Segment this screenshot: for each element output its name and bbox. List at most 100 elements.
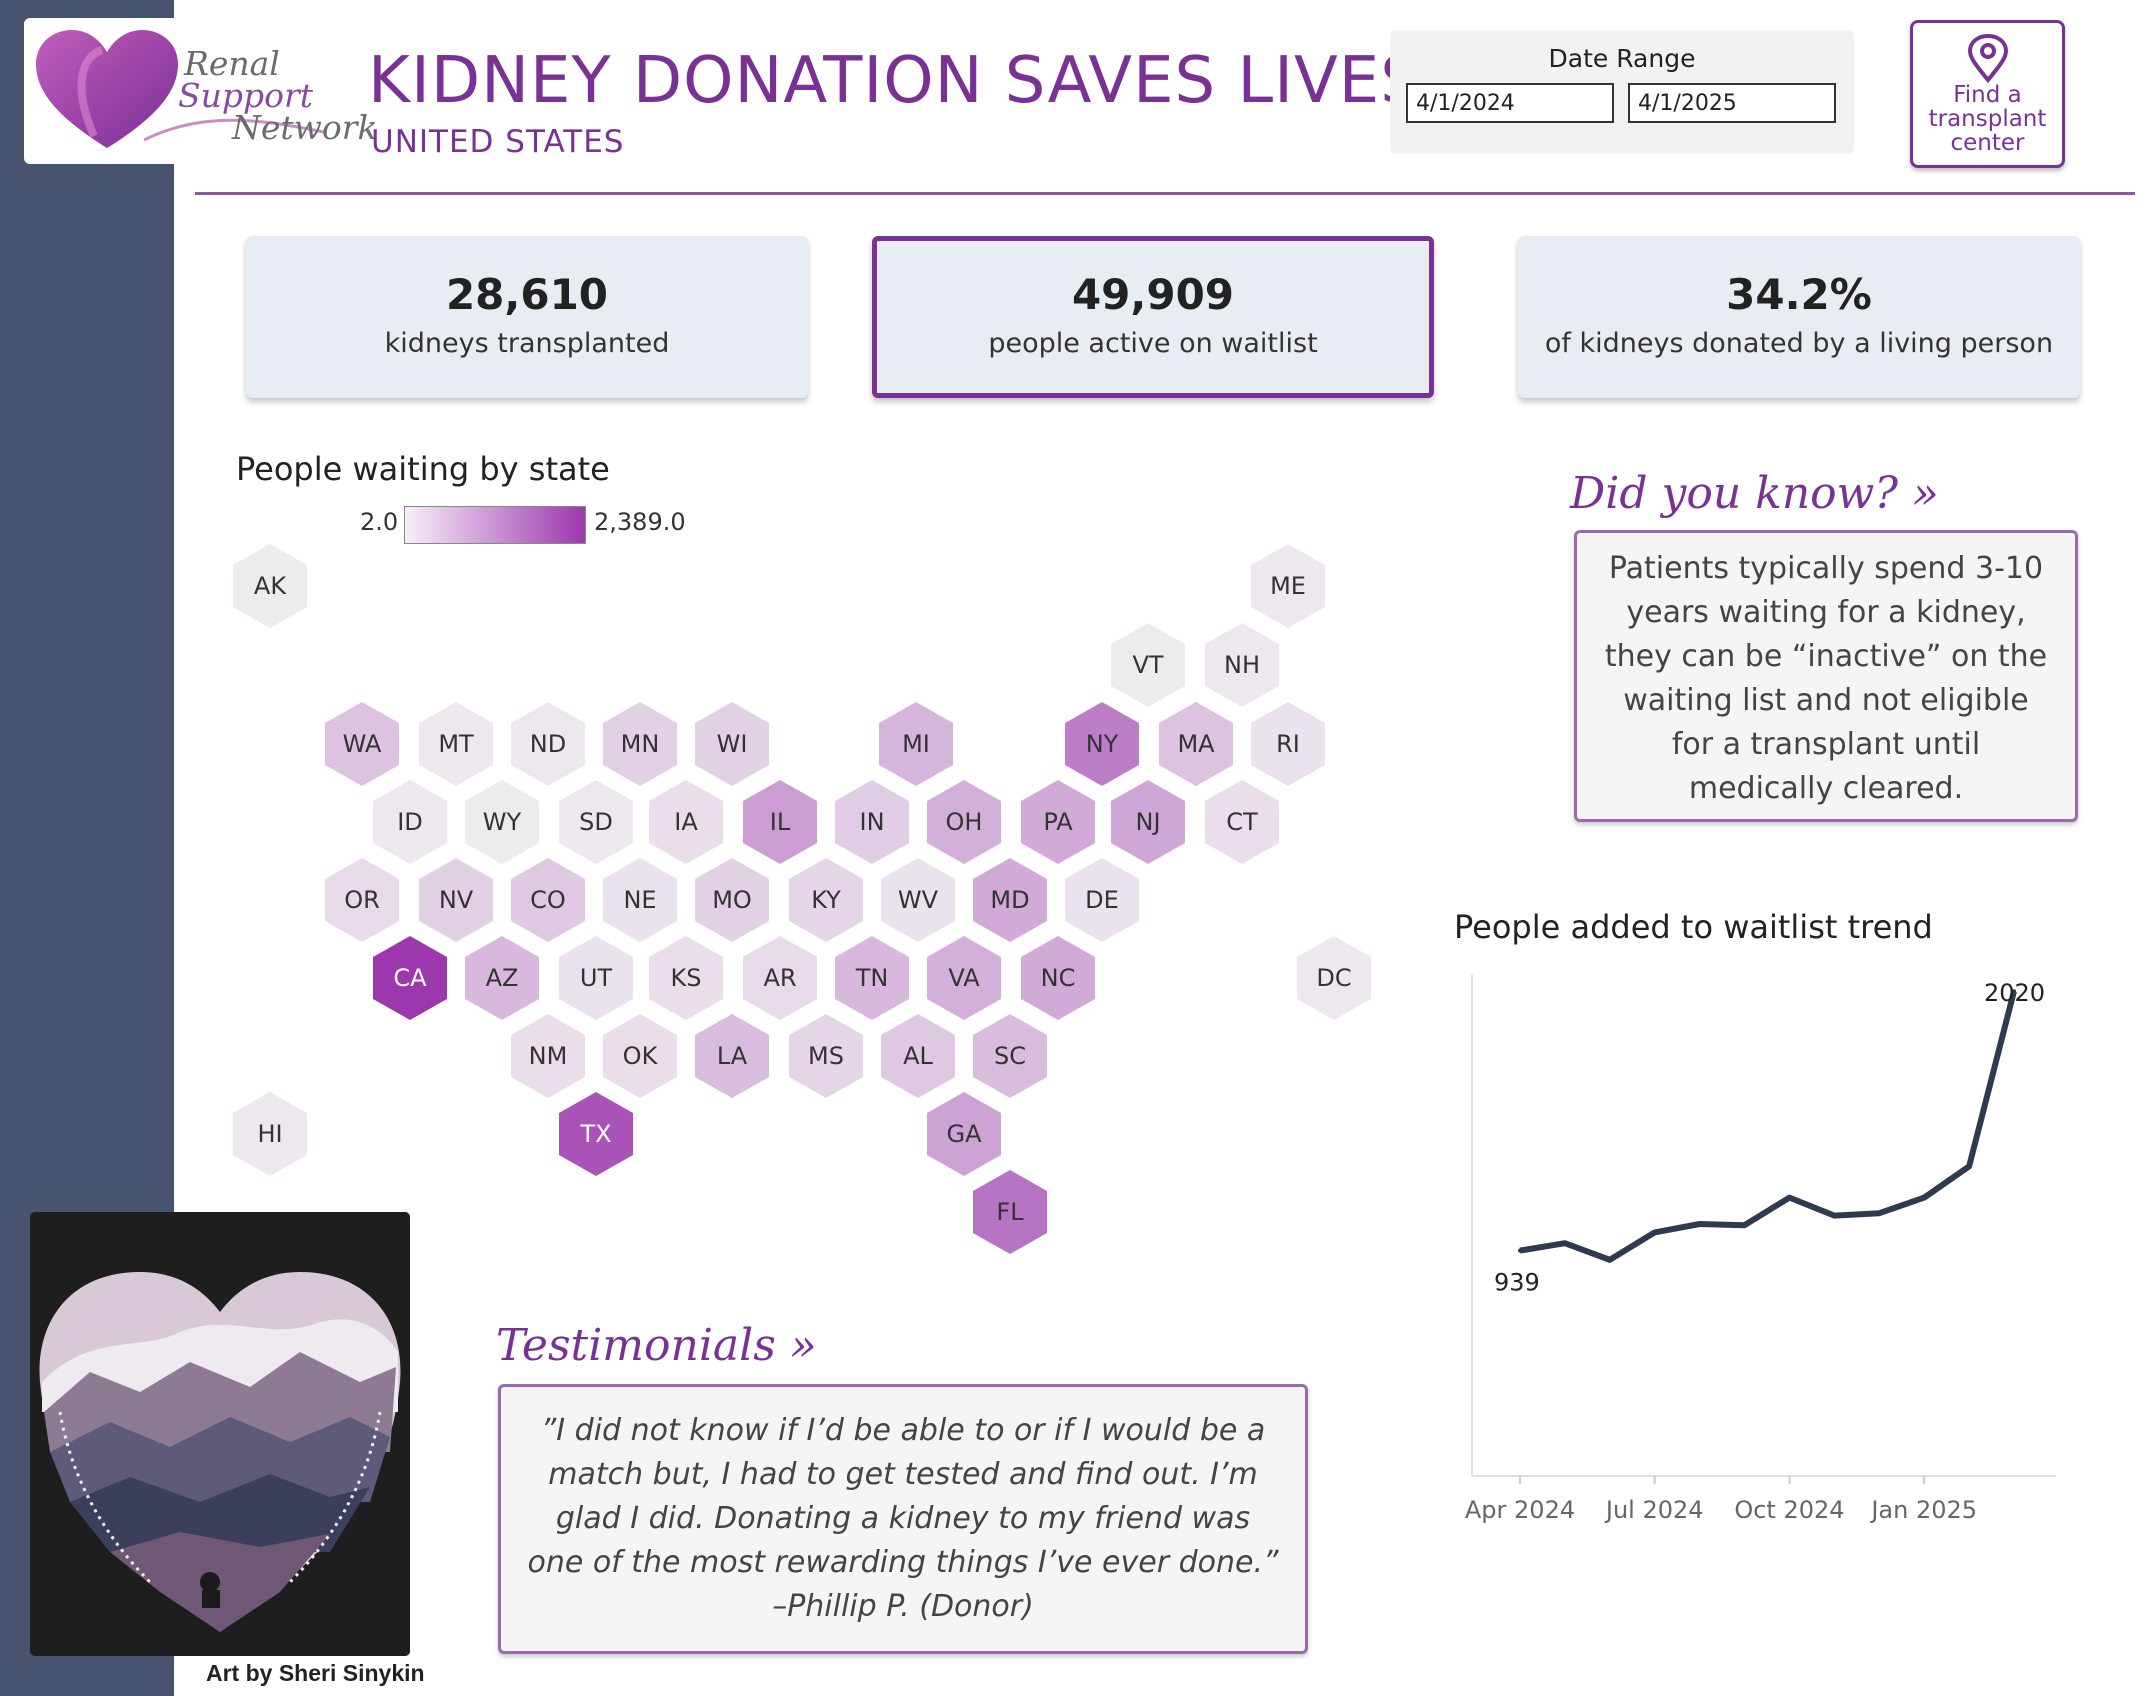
state-hex-ky[interactable]: KY <box>789 858 863 942</box>
kpi-value: 34.2% <box>1726 270 1872 319</box>
state-hex-nj[interactable]: NJ <box>1111 780 1185 864</box>
state-hex-ma[interactable]: MA <box>1159 702 1233 786</box>
legend-min-label: 2.0 <box>360 508 399 536</box>
state-hex-va[interactable]: VA <box>927 936 1001 1020</box>
kpi-label: kidneys transplanted <box>384 328 670 359</box>
state-hex-nd[interactable]: ND <box>511 702 585 786</box>
state-hex-ut[interactable]: UT <box>559 936 633 1020</box>
state-hex-ok[interactable]: OK <box>603 1014 677 1098</box>
data-point <box>1922 1195 1927 1200</box>
trend-chart: 939 2020 Apr 2024 Jul 2024 Oct 2024 Jan 2025 <box>1465 974 2056 1524</box>
state-hex-nc[interactable]: NC <box>1021 936 1095 1020</box>
kpi-living-donor-share[interactable]: 34.2% of kidneys donated by a living per… <box>1518 236 2080 398</box>
location-pin-icon <box>1967 33 2009 83</box>
state-hex-ak[interactable]: AK <box>233 544 307 628</box>
state-hex-ct[interactable]: CT <box>1205 780 1279 864</box>
x-tick-label: Jul 2024 <box>1604 1496 1704 1524</box>
state-hex-tn[interactable]: TN <box>835 936 909 1020</box>
kpi-kidneys-transplanted[interactable]: 28,610 kidneys transplanted <box>246 236 808 398</box>
state-hex-de[interactable]: DE <box>1065 858 1139 942</box>
data-point <box>1832 1213 1837 1218</box>
state-hex-nm[interactable]: NM <box>511 1014 585 1098</box>
state-hex-ks[interactable]: KS <box>649 936 723 1020</box>
did-you-know-heading: Did you know? » <box>1570 468 1939 519</box>
color-legend-bar <box>404 506 586 544</box>
state-hex-id[interactable]: ID <box>373 780 447 864</box>
kpi-value: 28,610 <box>445 270 609 319</box>
state-hex-mo[interactable]: MO <box>695 858 769 942</box>
state-hex-hi[interactable]: HI <box>233 1092 307 1176</box>
kpi-label: of kidneys donated by a living person <box>1544 328 2054 359</box>
kpi-waitlist-active[interactable]: 49,909 people active on waitlist <box>872 236 1434 398</box>
kpi-label: people active on waitlist <box>988 328 1318 359</box>
testimonial-box: ”I did not know if I’d be able to or if … <box>498 1384 1308 1654</box>
state-hex-mi[interactable]: MI <box>879 702 953 786</box>
map-title: People waiting by state <box>236 450 610 488</box>
testimonials-heading: Testimonials » <box>496 1320 817 1371</box>
state-hex-wa[interactable]: WA <box>325 702 399 786</box>
find-transplant-center-button[interactable]: Find a transplant center <box>1910 20 2065 168</box>
data-point <box>1607 1257 1612 1262</box>
state-hex-ne[interactable]: NE <box>603 858 677 942</box>
state-hex-sc[interactable]: SC <box>973 1014 1047 1098</box>
x-tick-label: Jan 2025 <box>1869 1496 1977 1524</box>
state-hex-fl[interactable]: FL <box>973 1170 1047 1254</box>
find-center-label: Find a transplant center <box>1913 83 2062 155</box>
state-hex-mn[interactable]: MN <box>603 702 677 786</box>
state-hex-or[interactable]: OR <box>325 858 399 942</box>
state-hex-co[interactable]: CO <box>511 858 585 942</box>
state-hex-al[interactable]: AL <box>881 1014 955 1098</box>
state-hex-oh[interactable]: OH <box>927 780 1001 864</box>
date-range-filter: Date Range 4/1/2024 4/1/2025 <box>1390 30 1854 154</box>
state-hex-il[interactable]: IL <box>743 780 817 864</box>
state-hex-ms[interactable]: MS <box>789 1014 863 1098</box>
x-tick-label: Oct 2024 <box>1734 1496 1844 1524</box>
first-value-label: 939 <box>1494 1269 1540 1297</box>
logo-line-2: Support <box>178 76 314 115</box>
heart-logo-icon <box>36 30 178 148</box>
trend-title: People added to waitlist trend <box>1454 908 1933 946</box>
state-hex-wi[interactable]: WI <box>695 702 769 786</box>
state-hex-ar[interactable]: AR <box>743 936 817 1020</box>
data-point <box>1652 1230 1657 1235</box>
data-point <box>1562 1241 1567 1246</box>
state-hex-sd[interactable]: SD <box>559 780 633 864</box>
state-hex-ia[interactable]: IA <box>649 780 723 864</box>
state-hex-nh[interactable]: NH <box>1205 623 1279 707</box>
state-hex-wy[interactable]: WY <box>465 780 539 864</box>
data-point <box>1697 1222 1702 1226</box>
state-hex-ri[interactable]: RI <box>1251 702 1325 786</box>
state-hex-tx[interactable]: TX <box>559 1092 633 1176</box>
state-hex-me[interactable]: ME <box>1251 544 1325 628</box>
state-hex-ny[interactable]: NY <box>1065 702 1139 786</box>
page-subtitle: UNITED STATES <box>371 124 625 160</box>
state-hex-in[interactable]: IN <box>835 780 909 864</box>
data-point <box>1787 1195 1792 1200</box>
state-hex-dc[interactable]: DC <box>1297 936 1371 1020</box>
logo-line-1: Renal <box>184 44 280 83</box>
state-hex-mt[interactable]: MT <box>419 702 493 786</box>
find-center-line-2: transplant <box>1928 106 2047 132</box>
state-hex-nv[interactable]: NV <box>419 858 493 942</box>
date-start-input[interactable]: 4/1/2024 <box>1406 83 1614 123</box>
date-range-label: Date Range <box>1548 44 1696 73</box>
state-hex-pa[interactable]: PA <box>1021 780 1095 864</box>
x-tick-label: Apr 2024 <box>1465 1496 1575 1524</box>
header-divider <box>195 192 2135 195</box>
find-center-line-3: center <box>1950 130 2025 156</box>
date-end-input[interactable]: 4/1/2025 <box>1628 83 1836 123</box>
state-hex-ga[interactable]: GA <box>927 1092 1001 1176</box>
art-caption: Art by Sheri Sinykin <box>206 1660 425 1686</box>
logo-swoosh-icon <box>144 118 324 142</box>
state-hex-md[interactable]: MD <box>973 858 1047 942</box>
state-hex-la[interactable]: LA <box>695 1014 769 1098</box>
state-hex-vt[interactable]: VT <box>1111 623 1185 707</box>
series-line <box>1519 990 2017 1263</box>
state-hex-ca[interactable]: CA <box>373 936 447 1020</box>
logo-text: Renal Support Network <box>178 44 378 144</box>
state-hex-az[interactable]: AZ <box>465 936 539 1020</box>
data-point <box>1877 1211 1882 1216</box>
logo-card[interactable]: Renal Support Network <box>24 18 378 164</box>
state-hex-wv[interactable]: WV <box>881 858 955 942</box>
